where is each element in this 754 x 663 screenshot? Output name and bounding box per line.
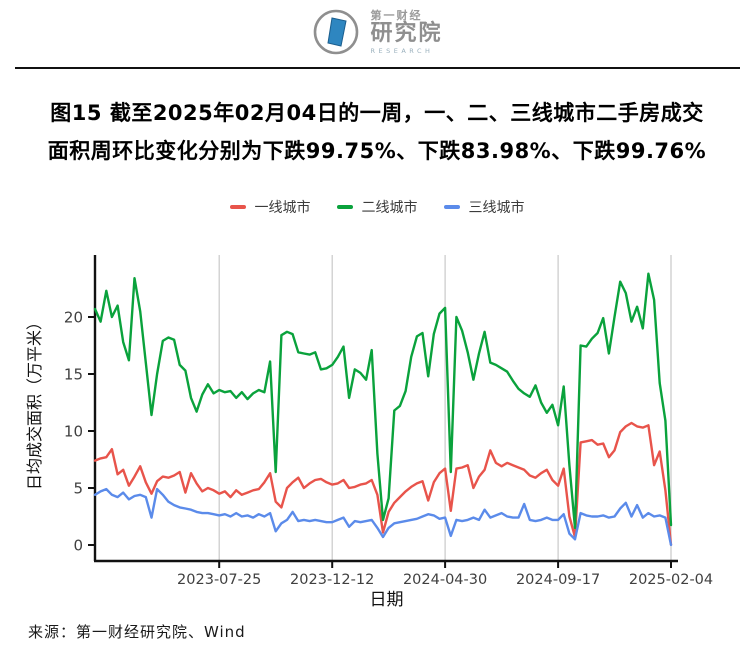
legend-key-icon	[443, 205, 460, 209]
series-line-1	[93, 272, 673, 530]
x-tick-label: 2023-12-12	[290, 572, 374, 588]
legend-key-icon	[229, 205, 246, 209]
figure-title-line2: 面积周环比变化分别为下跌99.75%、下跌83.98%、下跌99.76%	[47, 139, 707, 163]
legend-label: 三线城市	[468, 200, 525, 216]
x-tick-label: 2024-04-30	[403, 572, 487, 588]
y-tick-label: 15	[64, 366, 83, 384]
logo: 第一财经 研究院 RESEARCH	[0, 6, 754, 58]
line-chart: 0 5 10 15 20 2023-07-25 2023-12-12 2024-04-30 20…	[25, 255, 713, 610]
y-tick-label: 5	[73, 480, 83, 498]
x-axis-title: 日期	[370, 590, 404, 610]
logo-mark-icon	[314, 9, 359, 55]
source-note: 来源：第一财经研究院、Wind	[28, 623, 246, 641]
legend-item-0: 一线城市	[229, 197, 311, 217]
legend-label: 一线城市	[254, 200, 311, 216]
y-axis-title: 日均成交面积（万平米）	[25, 314, 44, 490]
divider	[15, 67, 740, 69]
legend-key-icon	[336, 205, 353, 209]
x-tick-label: 2023-07-25	[177, 572, 261, 588]
x-tick-label: 2025-02-04	[629, 572, 713, 588]
chart-legend: 一线城市 二线城市 三线城市	[0, 197, 754, 217]
figure-title: 图15 截至2025年02月04日的一周，一、二、三线城市二手房成交 面积周环比…	[18, 94, 736, 170]
legend-label: 二线城市	[361, 200, 418, 216]
x-tick-label: 2024-09-17	[516, 572, 600, 588]
logo-text: 第一财经 研究院 RESEARCH	[370, 10, 442, 55]
y-tick-label: 20	[64, 309, 83, 327]
y-tick-label: 10	[64, 423, 83, 441]
figure-title-line1: 图15 截至2025年02月04日的一周，一、二、三线城市二手房成交	[50, 101, 704, 125]
legend-item-1: 二线城市	[336, 197, 418, 217]
y-tick-label: 0	[73, 537, 83, 555]
logo-line1: 第一财经	[370, 8, 423, 22]
logo-line3: RESEARCH	[370, 46, 434, 55]
series-line-0	[93, 421, 673, 546]
series-line-2	[93, 487, 673, 547]
logo-line2: 研究院	[370, 20, 443, 46]
legend-item-2: 三线城市	[443, 197, 525, 217]
